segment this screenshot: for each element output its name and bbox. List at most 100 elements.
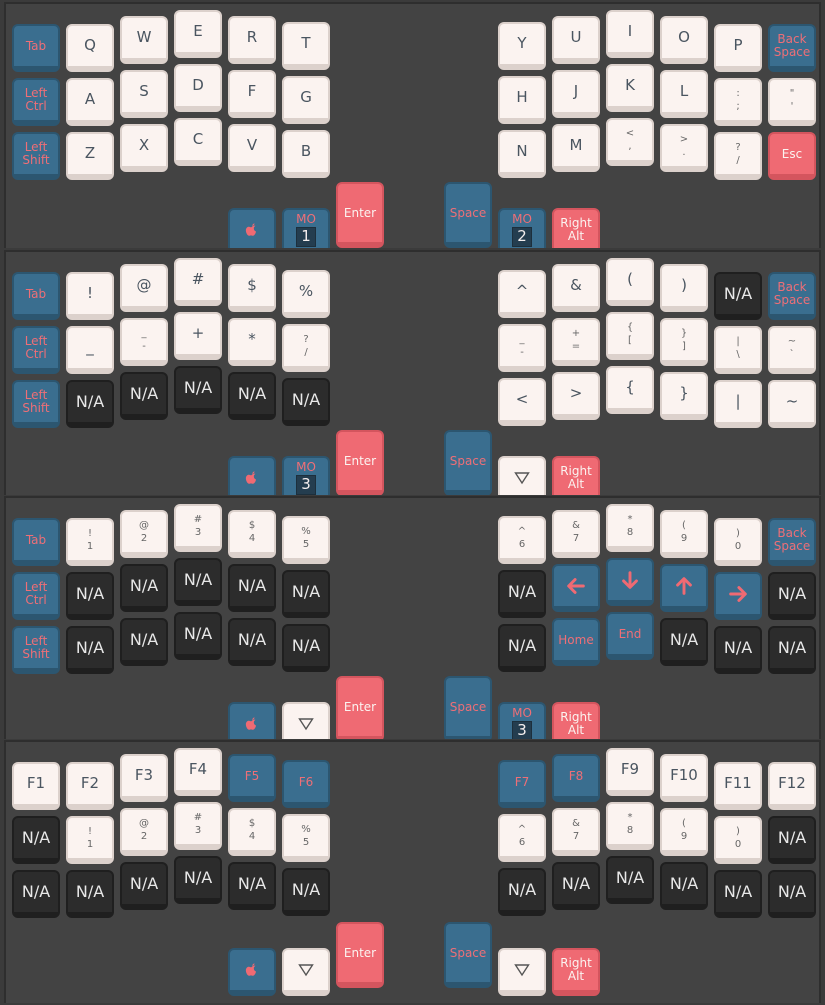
- key-q[interactable]: Q: [66, 24, 114, 72]
- key-v[interactable]: V: [228, 124, 276, 172]
- key-n[interactable]: N: [498, 130, 546, 178]
- key-n-a[interactable]: N/A: [228, 564, 276, 612]
- key-enter[interactable]: Enter: [336, 922, 384, 988]
- key-symbol[interactable]: +: [174, 312, 222, 360]
- key-right-alt[interactable]: Right Alt: [552, 208, 600, 248]
- key-right-alt[interactable]: Right Alt: [552, 456, 600, 495]
- key-left-shift[interactable]: Left Shift: [12, 626, 60, 674]
- key-left-shift[interactable]: Left Shift: [12, 132, 60, 180]
- key-n-a[interactable]: N/A: [174, 558, 222, 606]
- key-n-a[interactable]: N/A: [228, 372, 276, 420]
- key-8[interactable]: * 8: [606, 802, 654, 850]
- key-symbol[interactable]: !: [66, 272, 114, 320]
- key-symbol[interactable]: |: [714, 380, 762, 428]
- key-2[interactable]: @2: [120, 808, 168, 856]
- key-downarr[interactable]: [606, 558, 654, 606]
- key-symbol[interactable]: >: [552, 372, 600, 420]
- key-o[interactable]: O: [660, 16, 708, 64]
- key-5[interactable]: % 5: [282, 814, 330, 862]
- key-n-a[interactable]: N/A: [498, 570, 546, 618]
- key-symbol[interactable]: <,: [606, 118, 654, 166]
- key-symbol[interactable]: _: [66, 326, 114, 374]
- key-f2[interactable]: F2: [66, 762, 114, 810]
- key-symbol[interactable]: " ': [768, 78, 816, 126]
- key-n-a[interactable]: N/A: [552, 862, 600, 910]
- key-n-a[interactable]: N/A: [174, 366, 222, 414]
- key-symbol[interactable]: ~ `: [768, 326, 816, 374]
- key-symbol[interactable]: ~: [768, 380, 816, 428]
- key-right-alt[interactable]: Right Alt: [552, 948, 600, 996]
- key-left-shift[interactable]: Left Shift: [12, 380, 60, 428]
- key-a[interactable]: A: [66, 78, 114, 126]
- key-back-space[interactable]: Back Space: [768, 272, 816, 320]
- key-back-space[interactable]: Back Space: [768, 518, 816, 566]
- key-n-a[interactable]: N/A: [228, 862, 276, 910]
- key-n-a[interactable]: N/A: [12, 870, 60, 918]
- key-6[interactable]: ^ 6: [498, 516, 546, 564]
- key-n-a[interactable]: N/A: [228, 618, 276, 666]
- key-n-a[interactable]: N/A: [768, 626, 816, 674]
- key-5[interactable]: % 5: [282, 516, 330, 564]
- key-x[interactable]: X: [120, 124, 168, 172]
- key-n-a[interactable]: N/A: [282, 868, 330, 916]
- key-n-a[interactable]: N/A: [768, 870, 816, 918]
- key-space[interactable]: Space: [444, 676, 492, 739]
- key-up[interactable]: [660, 564, 708, 612]
- key-down[interactable]: [498, 456, 546, 495]
- key-4[interactable]: $4: [228, 510, 276, 558]
- key-i[interactable]: I: [606, 10, 654, 58]
- key-n-a[interactable]: N/A: [606, 856, 654, 904]
- key-down[interactable]: [282, 702, 330, 739]
- key-f6[interactable]: F6: [282, 760, 330, 808]
- key-left-ctrl[interactable]: Left Ctrl: [12, 78, 60, 126]
- key-n-a[interactable]: N/A: [66, 870, 114, 918]
- key-l[interactable]: L: [660, 70, 708, 118]
- key-left-ctrl[interactable]: Left Ctrl: [12, 572, 60, 620]
- key-right-alt[interactable]: Right Alt: [552, 702, 600, 739]
- key-symbol[interactable]: }: [660, 372, 708, 420]
- key-4[interactable]: $4: [228, 808, 276, 856]
- key-n-a[interactable]: N/A: [66, 572, 114, 620]
- key-symbol[interactable]: %: [282, 270, 330, 318]
- key-n-a[interactable]: N/A: [282, 570, 330, 618]
- key-home[interactable]: Home: [552, 618, 600, 666]
- key-tab[interactable]: Tab: [12, 272, 60, 320]
- key-1[interactable]: ! 1: [66, 816, 114, 864]
- key-c[interactable]: C: [174, 118, 222, 166]
- key-k[interactable]: K: [606, 64, 654, 112]
- key-n-a[interactable]: N/A: [120, 618, 168, 666]
- key-f8[interactable]: F8: [552, 754, 600, 802]
- key-1[interactable]: ! 1: [66, 518, 114, 566]
- key-9[interactable]: (9: [660, 808, 708, 856]
- key-n-a[interactable]: N/A: [174, 856, 222, 904]
- key-s[interactable]: S: [120, 70, 168, 118]
- key-n-a[interactable]: N/A: [714, 272, 762, 320]
- key-r[interactable]: R: [228, 16, 276, 64]
- key-3[interactable]: #3: [174, 802, 222, 850]
- key-y[interactable]: Y: [498, 22, 546, 70]
- key-e[interactable]: E: [174, 10, 222, 58]
- key-symbol[interactable]: <: [498, 378, 546, 426]
- key-n-a[interactable]: N/A: [498, 868, 546, 916]
- key-f9[interactable]: F9: [606, 748, 654, 796]
- key-n-a[interactable]: N/A: [660, 862, 708, 910]
- key-n-a[interactable]: N/A: [120, 372, 168, 420]
- key-b[interactable]: B: [282, 130, 330, 178]
- key-space[interactable]: Space: [444, 922, 492, 988]
- key-apple[interactable]: [228, 948, 276, 996]
- key-6[interactable]: ^ 6: [498, 814, 546, 862]
- key-left[interactable]: [552, 564, 600, 612]
- key-n-a[interactable]: N/A: [66, 380, 114, 428]
- key-t[interactable]: T: [282, 22, 330, 70]
- key-n-a[interactable]: N/A: [120, 564, 168, 612]
- key-symbol[interactable]: *: [228, 318, 276, 366]
- key-h[interactable]: H: [498, 76, 546, 124]
- key-7[interactable]: & 7: [552, 510, 600, 558]
- key-w[interactable]: W: [120, 16, 168, 64]
- key-u[interactable]: U: [552, 16, 600, 64]
- key-enter[interactable]: Enter: [336, 430, 384, 495]
- key-f10[interactable]: F10: [660, 754, 708, 802]
- key-apple[interactable]: [228, 208, 276, 248]
- key-space[interactable]: Space: [444, 182, 492, 248]
- key-9[interactable]: (9: [660, 510, 708, 558]
